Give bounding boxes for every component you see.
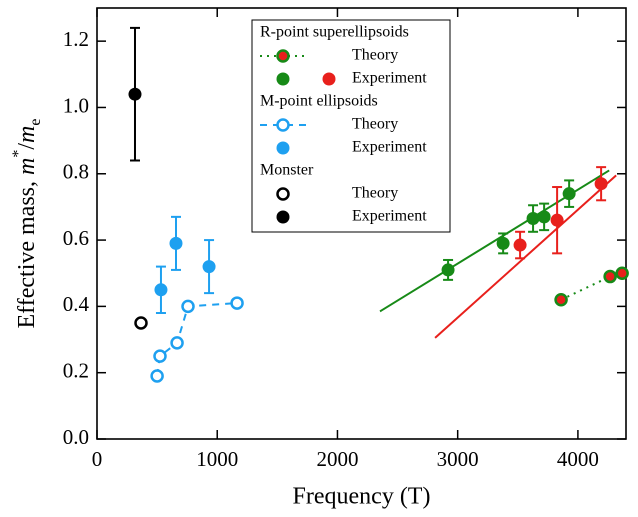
legend-group-title: M-point ellipsoids — [260, 93, 378, 110]
x-tick-label: 1000 — [196, 447, 238, 471]
data-point — [594, 177, 608, 191]
data-point — [550, 213, 564, 227]
legend-marker — [276, 210, 290, 224]
legend: R-point superellipsoids Theory Experiment M… — [251, 19, 451, 233]
legend-label: Theory — [352, 116, 398, 133]
y-axis-title-part: Effective mass, — [14, 175, 40, 329]
data-point — [128, 87, 142, 101]
y-axis-title-part: m — [14, 158, 40, 175]
legend-label: Experiment — [352, 139, 427, 156]
data-point — [526, 212, 540, 226]
legend-group-title: R-point superellipsoids — [260, 24, 409, 41]
y-tick-label: 0.0 — [63, 425, 89, 449]
legend-marker — [276, 49, 290, 63]
y-axis-title-part: m — [14, 126, 40, 143]
data-point — [134, 316, 148, 330]
data-point — [441, 263, 455, 277]
data-point — [153, 349, 167, 363]
x-tick-label: 4000 — [557, 447, 599, 471]
y-tick-label: 1.2 — [63, 27, 89, 51]
y-axis-title-part: e — [27, 119, 44, 126]
y-axis-title-part: * — [10, 150, 27, 158]
data-point — [150, 369, 164, 383]
legend-label: Theory — [352, 47, 398, 64]
legend-marker — [276, 72, 290, 86]
y-tick-label: 0.4 — [63, 292, 90, 316]
data-point — [537, 210, 551, 224]
data-point — [181, 299, 195, 314]
fit-line — [434, 174, 617, 339]
data-point — [496, 236, 510, 250]
legend-marker — [276, 187, 290, 201]
y-tick-label: 0.8 — [63, 160, 89, 184]
y-axis-title: Effective mass, m*/me — [10, 119, 44, 329]
y-tick-label: 0.2 — [63, 359, 89, 383]
x-tick-label: 2000 — [316, 447, 358, 471]
data-point — [554, 293, 568, 307]
legend-marker — [276, 141, 290, 155]
data-point — [230, 296, 244, 310]
plot-frame — [96, 7, 627, 440]
x-tick-label: 3000 — [437, 447, 479, 471]
legend-marker — [322, 72, 336, 86]
legend-label: Theory — [352, 185, 398, 202]
legend-marker — [276, 118, 290, 132]
data-point — [615, 266, 629, 280]
y-tick-label: 0.6 — [63, 226, 89, 250]
x-tick-label: 0 — [92, 447, 103, 471]
y-axis-title-part: / — [14, 143, 40, 150]
data-point — [562, 187, 576, 201]
data-point — [513, 238, 527, 252]
theory-line — [156, 302, 238, 377]
legend-group-title: Monster — [260, 162, 314, 179]
data-point — [169, 236, 183, 250]
data-point — [202, 260, 216, 274]
data-point — [170, 336, 184, 350]
legend-label: Experiment — [352, 208, 427, 225]
y-tick-label: 1.0 — [63, 93, 89, 117]
x-axis-title: Frequency (T) — [293, 484, 431, 510]
data-point — [603, 269, 617, 284]
legend-label: Experiment — [352, 70, 427, 87]
data-point — [154, 283, 168, 297]
